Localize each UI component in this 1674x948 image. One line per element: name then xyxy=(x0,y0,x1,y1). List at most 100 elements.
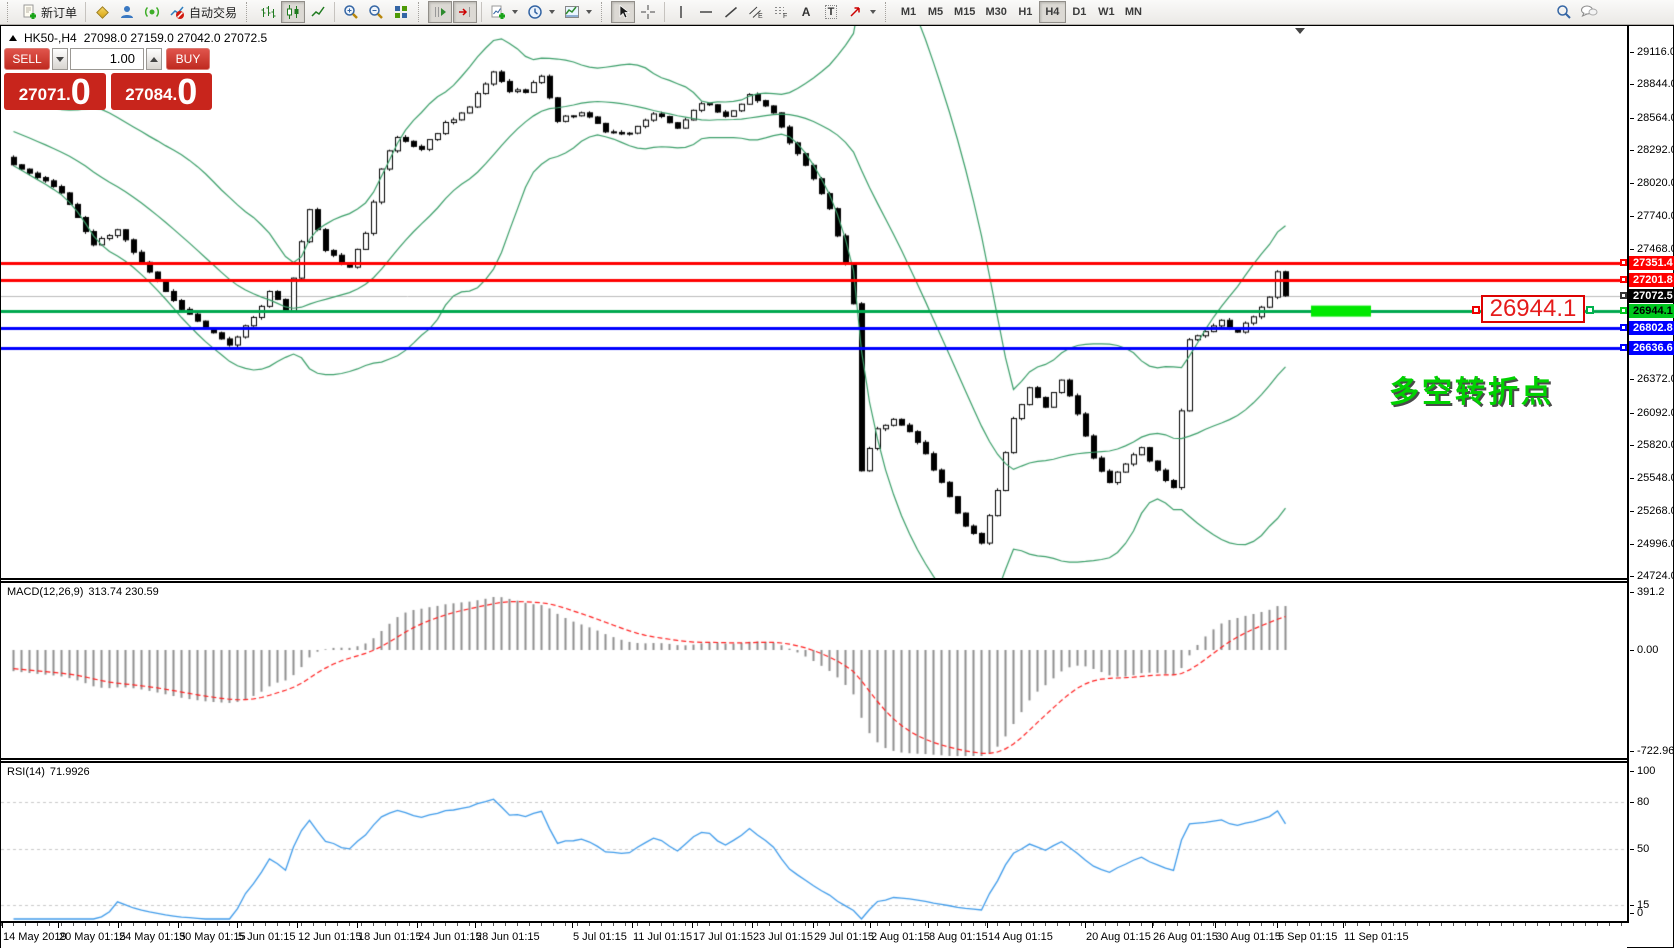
tile-windows-button[interactable] xyxy=(389,1,413,23)
sell-price-panel[interactable]: 27071. 0 xyxy=(4,73,106,110)
rsi-panel-canvas[interactable] xyxy=(1,763,1627,921)
signals-button[interactable] xyxy=(140,1,164,23)
timeframe-button-H1[interactable]: H1 xyxy=(1018,6,1033,18)
zoom-out-button[interactable] xyxy=(364,1,388,23)
time-axis[interactable]: 14 May 2019 20 May 01:15 24 May 01:15 30 Ma… xyxy=(1,923,1627,948)
timeframe-button-M15[interactable]: M15 xyxy=(954,6,976,18)
price-axis-tick: 25548.0 xyxy=(1629,472,1674,485)
new-order-button[interactable]: 新订单 xyxy=(17,1,81,23)
time-axis-label: 14 May 2019 xyxy=(3,931,67,943)
cursor-button[interactable] xyxy=(611,1,636,23)
toolbar-grip[interactable] xyxy=(7,2,12,22)
bar-chart-button[interactable] xyxy=(256,1,280,23)
arrows-dropdown-caret xyxy=(870,10,877,14)
timeframe-button-H4[interactable]: H4 xyxy=(1038,1,1066,23)
time-axis-tick xyxy=(237,923,238,928)
macd-indicator-name: MACD(12,26,9) xyxy=(7,586,84,598)
rsi-axis-tick: 80 xyxy=(1629,796,1649,809)
time-axis-tick xyxy=(1085,923,1086,928)
ohlc-values: 27098.0 27159.0 27042.0 27072.5 xyxy=(83,31,268,45)
chart-shift-button[interactable] xyxy=(453,1,478,23)
time-axis-tick xyxy=(1343,923,1344,928)
rsi-indicator-name: RSI(14) xyxy=(7,766,45,778)
market-watch-button[interactable] xyxy=(90,1,114,23)
toolbar-grip[interactable] xyxy=(418,2,423,22)
vertical-line-icon xyxy=(680,6,682,18)
periods-button[interactable] xyxy=(523,1,559,23)
timeframe-button-W1[interactable]: W1 xyxy=(1098,6,1115,18)
rsi-axis-tick: 100 xyxy=(1629,765,1655,778)
data-window-button[interactable] xyxy=(115,1,139,23)
price-axis-tick: 29116.0 xyxy=(1629,46,1674,59)
timeframe-button-M1[interactable]: M1 xyxy=(900,6,917,18)
time-axis-tick xyxy=(475,923,476,928)
timeframe-button-MN[interactable]: MN xyxy=(1124,6,1142,18)
price-axis-tick: 28844.0 xyxy=(1629,78,1674,91)
search-icon xyxy=(1557,5,1571,19)
autotrading-button[interactable]: 自动交易 xyxy=(165,1,241,23)
price-axis-tick: 25820.0 xyxy=(1629,439,1674,452)
chinese-annotation-text[interactable]: 多空转折点 xyxy=(1389,376,1554,409)
zoom-in-button[interactable] xyxy=(339,1,363,23)
buy-price-panel[interactable]: 27084. 0 xyxy=(110,71,212,112)
svg-text:F: F xyxy=(783,13,787,20)
hline-anchor-square[interactable] xyxy=(1586,306,1594,314)
callout-anchor-square[interactable] xyxy=(1472,306,1480,314)
templates-dropdown-caret xyxy=(586,10,593,14)
time-axis-label: 18 Jun 01:15 xyxy=(358,931,422,943)
price-callout-box[interactable]: 26944.1 xyxy=(1481,295,1585,323)
channel-button[interactable]: E xyxy=(744,1,768,23)
toolbar-grip[interactable] xyxy=(601,2,606,22)
price-tag: 27072.5 xyxy=(1629,288,1674,303)
timeframe-button-M5[interactable]: M5 xyxy=(927,6,944,18)
text-label-button[interactable]: T xyxy=(819,1,843,23)
price-chart-canvas[interactable] xyxy=(1,26,1627,578)
vertical-line-button[interactable] xyxy=(669,1,693,23)
horizontal-line-button[interactable] xyxy=(694,1,718,23)
volume-decrease-button[interactable] xyxy=(52,48,68,70)
price-axis[interactable]: 29116.0 28844.0 28564.0 28292.0 28020.0 27740… xyxy=(1629,26,1674,923)
buy-price-big-digit: 0 xyxy=(177,71,198,112)
panel-divider[interactable] xyxy=(1,758,1627,763)
candlestick-chart-button[interactable] xyxy=(281,1,306,23)
buy-price-main: 27084 xyxy=(125,85,173,104)
buy-button[interactable]: BUY xyxy=(166,48,210,70)
price-axis-tick: 26372.0 xyxy=(1629,373,1674,386)
volume-increase-button[interactable] xyxy=(146,48,162,70)
time-axis-tick xyxy=(58,923,59,928)
collapse-triangle-icon[interactable] xyxy=(9,35,17,41)
toolbar-grip[interactable] xyxy=(246,2,251,22)
toolbar-grip[interactable] xyxy=(885,2,890,22)
search-button[interactable] xyxy=(1552,1,1576,23)
bar-chart-icon xyxy=(261,6,276,18)
arrows-button[interactable] xyxy=(844,1,880,23)
volume-input[interactable]: 1.00 xyxy=(70,48,144,70)
auto-scroll-button[interactable] xyxy=(428,1,453,23)
panel-divider[interactable] xyxy=(1,578,1627,583)
indicators-button[interactable] xyxy=(486,1,522,23)
data-window-icon xyxy=(121,6,134,18)
timeframe-button-D1[interactable]: D1 xyxy=(1072,6,1087,18)
time-axis-label: 2 Aug 01:15 xyxy=(871,931,930,943)
chat-button[interactable] xyxy=(1576,1,1602,23)
indicators-icon xyxy=(491,5,506,19)
rsi-pane-label: RSI(14) 71.9926 xyxy=(7,766,90,778)
fibonacci-button[interactable]: F xyxy=(769,1,793,23)
text-button[interactable]: A xyxy=(794,1,818,23)
line-chart-button[interactable] xyxy=(306,1,330,23)
macd-panel-canvas[interactable] xyxy=(1,583,1627,758)
crosshair-icon xyxy=(641,5,656,19)
timeframe-button-M30[interactable]: M30 xyxy=(985,6,1007,18)
rsi-axis-tick: 50 xyxy=(1629,843,1649,856)
rsi-indicator-value: 71.9926 xyxy=(49,766,90,778)
price-tag-anchor xyxy=(1620,291,1627,299)
sell-button[interactable]: SELL xyxy=(4,48,50,70)
time-axis-label: 11 Jul 01:15 xyxy=(633,931,693,943)
templates-button[interactable] xyxy=(560,1,596,23)
time-axis-label: 20 Aug 01:15 xyxy=(1086,931,1151,943)
trendline-button[interactable] xyxy=(719,1,743,23)
chart-shift-marker[interactable] xyxy=(1295,28,1305,34)
crosshair-button[interactable] xyxy=(636,1,660,23)
time-axis-label: 5 Jul 01:15 xyxy=(573,931,627,943)
